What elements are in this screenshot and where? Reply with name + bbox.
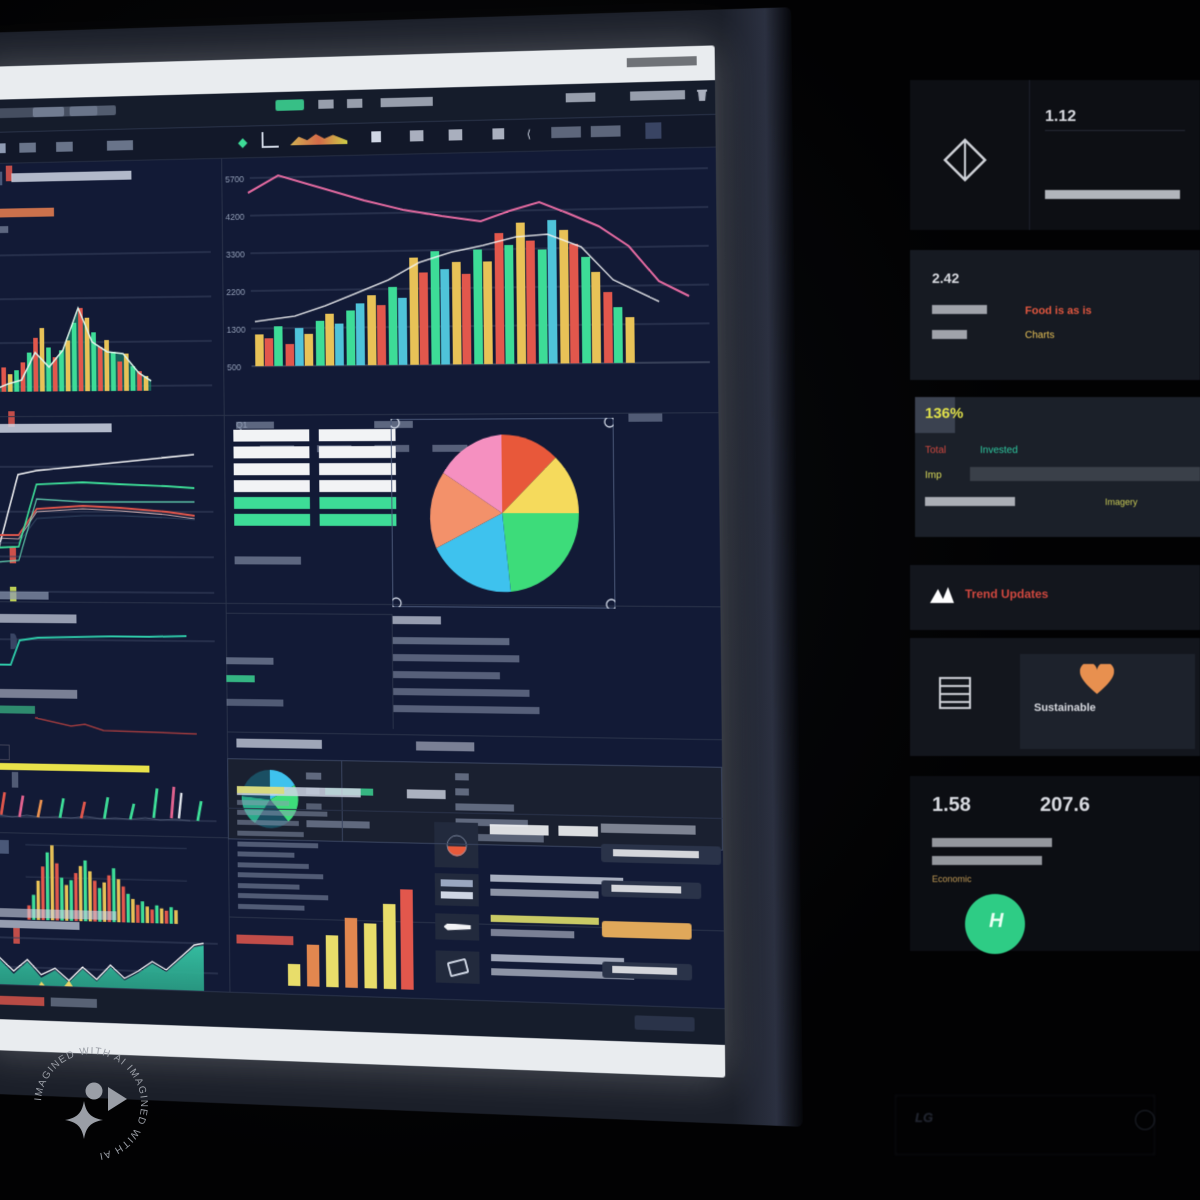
svg-text:4200: 4200 [225,212,244,222]
svg-text:1300: 1300 [227,325,246,335]
svg-text:3300: 3300 [226,249,245,259]
svg-text:IMAGINED WITH AI IMAGINED WITH: IMAGINED WITH AI IMAGINED WITH AI [33,1046,149,1162]
svg-text:500: 500 [227,362,241,372]
svg-text:2200: 2200 [226,287,245,297]
svg-text:5700: 5700 [225,174,244,184]
